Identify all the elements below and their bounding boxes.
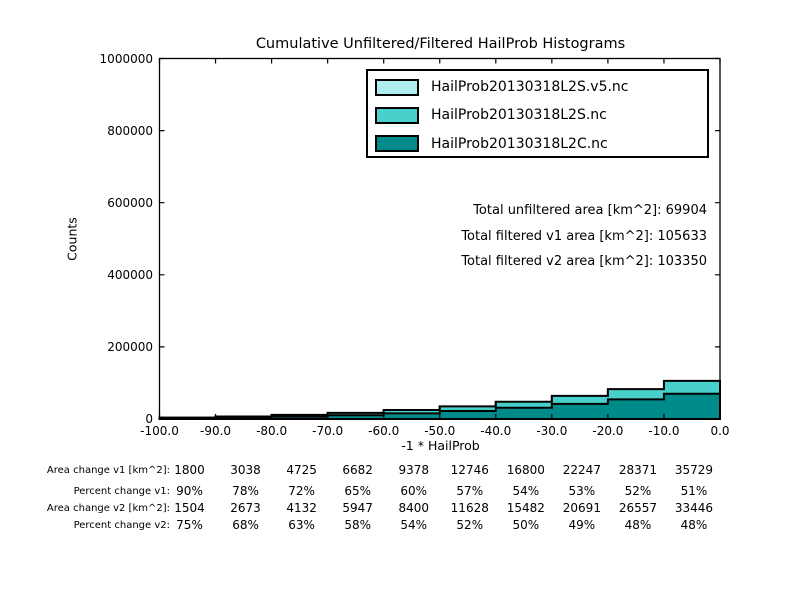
- table-row-label: Percent change v1:: [73, 486, 170, 497]
- table-cell: 20691: [562, 501, 601, 515]
- table-cell: 33446: [674, 501, 714, 515]
- x-tick-label: -20.0: [592, 424, 624, 438]
- legend-swatch-icon: [375, 106, 419, 124]
- legend-entry: HailProb20130318L2S.nc: [375, 101, 607, 129]
- table-cell: 6682: [342, 463, 373, 477]
- table-cell: 26557: [618, 501, 658, 515]
- table-cell: 52%: [624, 484, 652, 498]
- table-cell: 11628: [450, 501, 489, 515]
- table-cell: 54%: [512, 484, 540, 498]
- legend-entry-label: HailProb20130318L2S.v5.nc: [431, 79, 629, 95]
- histogram-series-2: [158, 392, 721, 420]
- table-cell: 75%: [176, 518, 203, 532]
- legend-entry: HailProb20130318L2C.nc: [375, 130, 608, 158]
- legend-entry-label: HailProb20130318L2C.nc: [431, 135, 608, 152]
- y-tick-label: 200000: [107, 339, 153, 354]
- table-row-label: Area change v1 [km^2]:: [46, 465, 170, 476]
- legend-swatch-icon: [375, 78, 419, 96]
- legend-swatch-icon: [375, 135, 419, 153]
- x-tick-label: -80.0: [256, 424, 288, 438]
- table-cell: 4725: [286, 463, 317, 477]
- table-cell: 65%: [344, 484, 371, 498]
- table-cell: 1504: [174, 501, 205, 515]
- table-cell: 48%: [680, 518, 708, 532]
- table-cell: 15482: [506, 501, 545, 515]
- annotation-line: Total unfiltered area [km^2]: 69904: [473, 203, 707, 218]
- table-cell: 4132: [286, 501, 317, 515]
- table-cell: 63%: [288, 518, 315, 532]
- x-tick-label: -50.0: [424, 424, 456, 438]
- y-tick-label: 600000: [107, 195, 153, 210]
- table-cell: 50%: [512, 518, 540, 532]
- table-cell: 16800: [506, 463, 545, 477]
- legend-entry-label: HailProb20130318L2S.nc: [431, 107, 607, 124]
- table-cell: 53%: [568, 484, 596, 498]
- table-cell: 3038: [230, 463, 261, 477]
- annotation-line: Total filtered v1 area [km^2]: 105633: [461, 228, 707, 244]
- y-tick-label: 400000: [107, 267, 153, 282]
- table-cell: 12746: [450, 463, 489, 477]
- table-cell: 8400: [398, 501, 429, 515]
- x-tick-label: 0.0: [710, 424, 730, 438]
- x-tick-label: -30.0: [536, 424, 568, 438]
- table-cell: 9378: [398, 463, 429, 477]
- table-cell: 78%: [232, 484, 259, 498]
- x-tick-label: -40.0: [480, 424, 512, 438]
- y-tick-label: 0: [145, 412, 153, 426]
- x-tick-label: -10.0: [648, 424, 680, 438]
- x-tick-label: -90.0: [200, 424, 232, 438]
- y-tick-label: 800000: [107, 123, 153, 138]
- table-cell: 58%: [344, 518, 371, 532]
- y-axis-label: Counts: [64, 217, 80, 261]
- table-cell: 35729: [674, 463, 714, 477]
- table-cell: 49%: [568, 518, 596, 532]
- axis-tick-marks: [158, 57, 721, 420]
- x-tick-label: -70.0: [312, 424, 344, 438]
- table-cell: 22247: [562, 463, 601, 477]
- table-row-label: Percent change v2:: [73, 520, 170, 531]
- table-cell: 1800: [174, 463, 205, 477]
- x-tick-label: -60.0: [368, 424, 400, 438]
- table-cell: 2673: [230, 501, 261, 515]
- table-row-label: Area change v2 [km^2]:: [46, 503, 170, 514]
- legend-entry: HailProb20130318L2S.v5.nc: [375, 73, 629, 101]
- table-cell: 90%: [176, 484, 203, 498]
- annotation-line: Total filtered v2 area [km^2]: 103350: [461, 254, 707, 269]
- table-cell: 52%: [456, 518, 484, 532]
- x-axis-label: -1 * HailProb: [401, 438, 480, 453]
- y-tick-label: 1000000: [99, 51, 153, 66]
- x-tick-label: -100.0: [140, 424, 179, 438]
- table-cell: 72%: [288, 484, 315, 498]
- table-cell: 5947: [342, 501, 373, 515]
- table-cell: 54%: [400, 518, 428, 532]
- table-cell: 57%: [456, 484, 484, 498]
- table-cell: 48%: [624, 518, 652, 532]
- table-cell: 60%: [400, 484, 428, 498]
- chart-title: Cumulative Unfiltered/Filtered HailProb …: [255, 36, 626, 52]
- table-cell: 68%: [232, 518, 259, 532]
- table-cell: 51%: [680, 484, 708, 498]
- table-cell: 28371: [618, 463, 658, 477]
- legend: HailProb20130318L2S.v5.nc HailProb2013031…: [366, 69, 709, 158]
